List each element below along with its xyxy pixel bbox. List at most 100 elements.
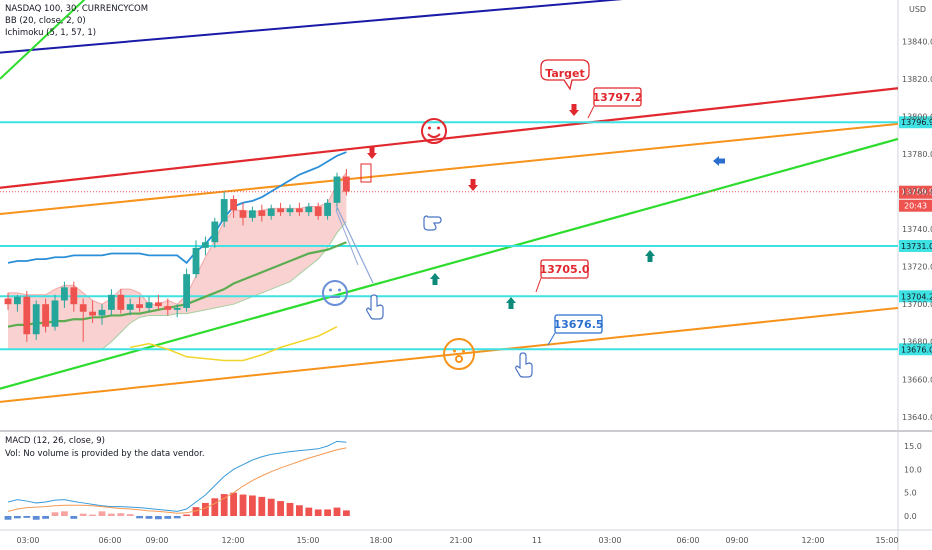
level-price-text: 13676.0 (901, 345, 932, 354)
callout-13705-0-box (540, 259, 589, 279)
neutral-face-icon (322, 280, 348, 306)
macd-histogram-bar (173, 516, 181, 519)
macd-histogram-bar (202, 502, 209, 516)
surprised-face-icon-eye (462, 349, 465, 353)
candle-body (239, 210, 247, 218)
candle-body (126, 304, 134, 310)
happy-face-icon-eye (437, 126, 440, 130)
candle-body (192, 247, 200, 275)
candle-body (23, 296, 31, 335)
candle-body (249, 210, 256, 218)
up-arrow-icon (430, 273, 440, 285)
annotations (322, 104, 725, 378)
x-tick-label: 03:00 (16, 536, 39, 545)
macd-histogram-bar (155, 516, 162, 520)
x-tick-label: 15:00 (296, 536, 319, 545)
macd-indicator-label[interactable]: MACD (12, 26, close, 9) (5, 436, 105, 446)
current-price-tag (899, 185, 932, 199)
candle-body (155, 302, 162, 307)
callout-13797-2-box (593, 87, 642, 107)
macd-histogram-bar (98, 511, 106, 516)
x-tick-label: 09:00 (145, 536, 168, 545)
y-tick-label: 13760.0 (902, 188, 932, 197)
callout-13676-5-pointer (547, 332, 556, 346)
ichimoku-indicator-label[interactable]: Ichimoku (5, 1, 57, 1) (5, 28, 96, 38)
hand-pointer-icon (515, 352, 533, 378)
macd-tick-label: 15.0 (904, 442, 922, 451)
happy-face-icon (421, 118, 447, 144)
y-tick-label: 13720.0 (902, 263, 932, 272)
y-tick-label: 13740.0 (902, 225, 932, 234)
callout-13797-2-text: 13797.2 (592, 91, 642, 104)
candle-body (258, 210, 266, 216)
candle-body (61, 287, 68, 301)
candle-body (211, 221, 219, 243)
macd-histogram-bar (314, 509, 322, 516)
macd-histogram-bar (14, 516, 21, 519)
macd-histogram-bar (89, 514, 96, 516)
surprised-face-icon-eye (453, 349, 456, 353)
volume-indicator-label[interactable]: Vol: No volume is provided by the data v… (5, 449, 205, 459)
macd-histogram-bar (296, 505, 303, 516)
projection-line (335, 204, 374, 284)
candle-body (51, 300, 59, 327)
surprised-face-icon-mouth (455, 355, 463, 363)
macd-histogram-bar (61, 511, 68, 516)
x-tick-label: 12:00 (221, 536, 244, 545)
candle-body (296, 208, 303, 213)
hand-pointer-icon (423, 215, 442, 231)
candle-body (14, 296, 21, 305)
macd-histogram-bar (324, 509, 331, 516)
macd-histogram-bar (305, 507, 313, 516)
macd-histogram-bar (343, 510, 350, 516)
callout-13676-5-text: 13676.5 (553, 318, 603, 331)
candle-body (145, 302, 153, 308)
y-tick-label: 13660.0 (902, 375, 932, 384)
green-top-line (0, 0, 86, 80)
candle-body (220, 199, 228, 222)
level-price-text: 13704.2 (901, 292, 932, 301)
main-pane-bg (0, 0, 898, 430)
current-price-text: 13759.9 (901, 188, 932, 197)
axes: 13840.0 13820.0 13800.0 13780.0 13760.0 13740… (16, 37, 932, 545)
projection-line (335, 209, 359, 266)
neutral-face-icon-eye (338, 288, 341, 292)
red-channel-line (0, 87, 899, 189)
callout-labels: 13797.2 13705.0 13676.5 Target (535, 59, 643, 346)
bb-indicator-label[interactable]: BB (20, close, 2, 0) (5, 16, 86, 26)
x-tick-label: 09:00 (725, 536, 748, 545)
macd-histogram-bar (126, 514, 134, 516)
macd-histogram-bar (239, 494, 247, 516)
y-tick-label: 13800.0 (902, 112, 932, 121)
macd-histogram-bar (258, 496, 266, 516)
macd-tick-label: 5.0 (904, 489, 917, 498)
callout-13676-5-box (554, 314, 603, 334)
macd-histogram-bar (249, 495, 256, 516)
symbol-title: NASDAQ 100, 30, CURRENCYCOM (5, 4, 148, 14)
candle-body (314, 206, 322, 216)
macd-histogram-bar (42, 516, 49, 519)
x-tick-label: 21:00 (449, 536, 472, 545)
happy-face-icon-mouth (427, 133, 441, 138)
happy-face-icon-eye (428, 126, 431, 130)
candle-body (42, 304, 49, 327)
macd-histogram-bar (79, 513, 87, 516)
y-tick-label: 13680.0 (902, 338, 932, 347)
callout-13705-0-text: 13705.0 (539, 263, 589, 276)
candle-body (305, 206, 313, 213)
candle-body (333, 176, 341, 203)
macd-histogram-bar (23, 516, 31, 518)
lagging-span-line (130, 326, 338, 362)
macd-histogram-bar (267, 498, 275, 516)
hand-pointer-icon (366, 294, 384, 320)
callout-13705-0-pointer (535, 277, 542, 293)
up-arrow-icon (645, 250, 655, 262)
candle-body (108, 294, 115, 310)
y-tick-label: 13840.0 (902, 37, 932, 46)
macd-histogram-bar (286, 502, 294, 516)
macd-histogram-bar (32, 516, 40, 520)
candle-body (98, 309, 106, 316)
macd-histogram-bar (164, 516, 172, 519)
